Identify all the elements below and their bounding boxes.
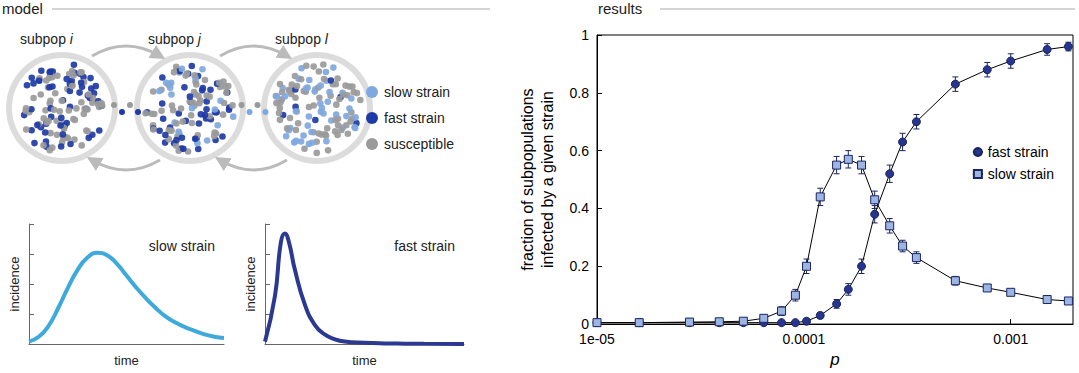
svg-text:slow strain: slow strain bbox=[149, 238, 215, 254]
svg-text:0: 0 bbox=[581, 316, 589, 332]
svg-text:subpop l: subpop l bbox=[275, 31, 329, 47]
svg-text:1: 1 bbox=[581, 27, 589, 43]
svg-text:1e-05: 1e-05 bbox=[579, 331, 615, 347]
svg-text:subpop i: subpop i bbox=[20, 31, 74, 47]
svg-text:fraction of subpopulations: fraction of subpopulations bbox=[519, 88, 536, 270]
svg-text:time: time bbox=[114, 353, 139, 368]
html-text:model: model bbox=[2, 0, 43, 17]
svg-text:incidence: incidence bbox=[7, 257, 22, 312]
svg-text:0.4: 0.4 bbox=[570, 200, 590, 216]
svg-text:p: p bbox=[829, 350, 839, 369]
svg-text:fast strain: fast strain bbox=[988, 144, 1049, 160]
svg-text:slow strain: slow strain bbox=[384, 84, 450, 100]
svg-text:0.6: 0.6 bbox=[570, 143, 590, 159]
svg-text:incidence: incidence bbox=[243, 257, 258, 312]
svg-text:subpop j: subpop j bbox=[148, 31, 202, 47]
svg-text:0.0001: 0.0001 bbox=[782, 331, 825, 347]
svg-text:0.001: 0.001 bbox=[993, 331, 1028, 347]
svg-text:time: time bbox=[352, 353, 377, 368]
svg-text:susceptible: susceptible bbox=[384, 136, 454, 152]
svg-text:fast strain: fast strain bbox=[384, 110, 445, 126]
svg-text:fast strain: fast strain bbox=[394, 238, 455, 254]
html-text:results: results bbox=[598, 0, 643, 17]
svg-text:infected by a given strain: infected by a given strain bbox=[539, 91, 556, 268]
svg-text:0.8: 0.8 bbox=[570, 85, 590, 101]
svg-text:0.2: 0.2 bbox=[570, 258, 590, 274]
svg-text:slow strain: slow strain bbox=[988, 166, 1054, 182]
